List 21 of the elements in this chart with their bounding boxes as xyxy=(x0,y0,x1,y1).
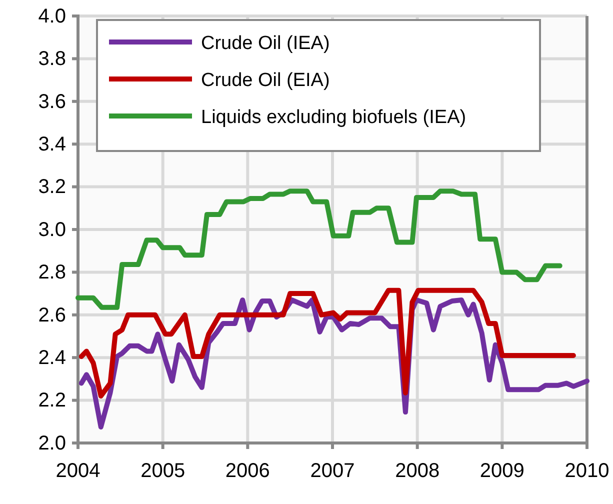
y-tick-label: 4.0 xyxy=(38,5,66,28)
y-tick-label: 3.0 xyxy=(38,218,66,241)
y-tick-label: 3.4 xyxy=(38,134,66,156)
x-tick-label: 2007 xyxy=(310,460,355,482)
legend-label: Crude Oil (EIA) xyxy=(201,70,330,91)
x-tick-label: 2006 xyxy=(225,460,270,482)
y-tick-label: 2.8 xyxy=(38,262,66,284)
legend-label: Crude Oil (IEA) xyxy=(201,33,330,54)
y-tick-label: 3.6 xyxy=(38,90,66,113)
x-tick-label: 2010 xyxy=(564,460,610,482)
y-tick-label: 3.2 xyxy=(38,176,66,198)
y-tick-label: 2.0 xyxy=(38,432,66,454)
legend-label: Liquids excluding biofuels (IEA) xyxy=(201,107,466,128)
y-tick-label: 3.8 xyxy=(38,48,66,70)
x-tick-label: 2004 xyxy=(56,460,100,482)
x-tick-label: 2005 xyxy=(140,460,186,482)
y-tick-label: 2.2 xyxy=(38,390,66,412)
y-tick-label: 2.4 xyxy=(38,347,66,369)
x-tick-label: 2008 xyxy=(395,460,440,482)
y-tick-label: 2.6 xyxy=(38,304,66,326)
x-tick-label: 2009 xyxy=(480,460,524,482)
